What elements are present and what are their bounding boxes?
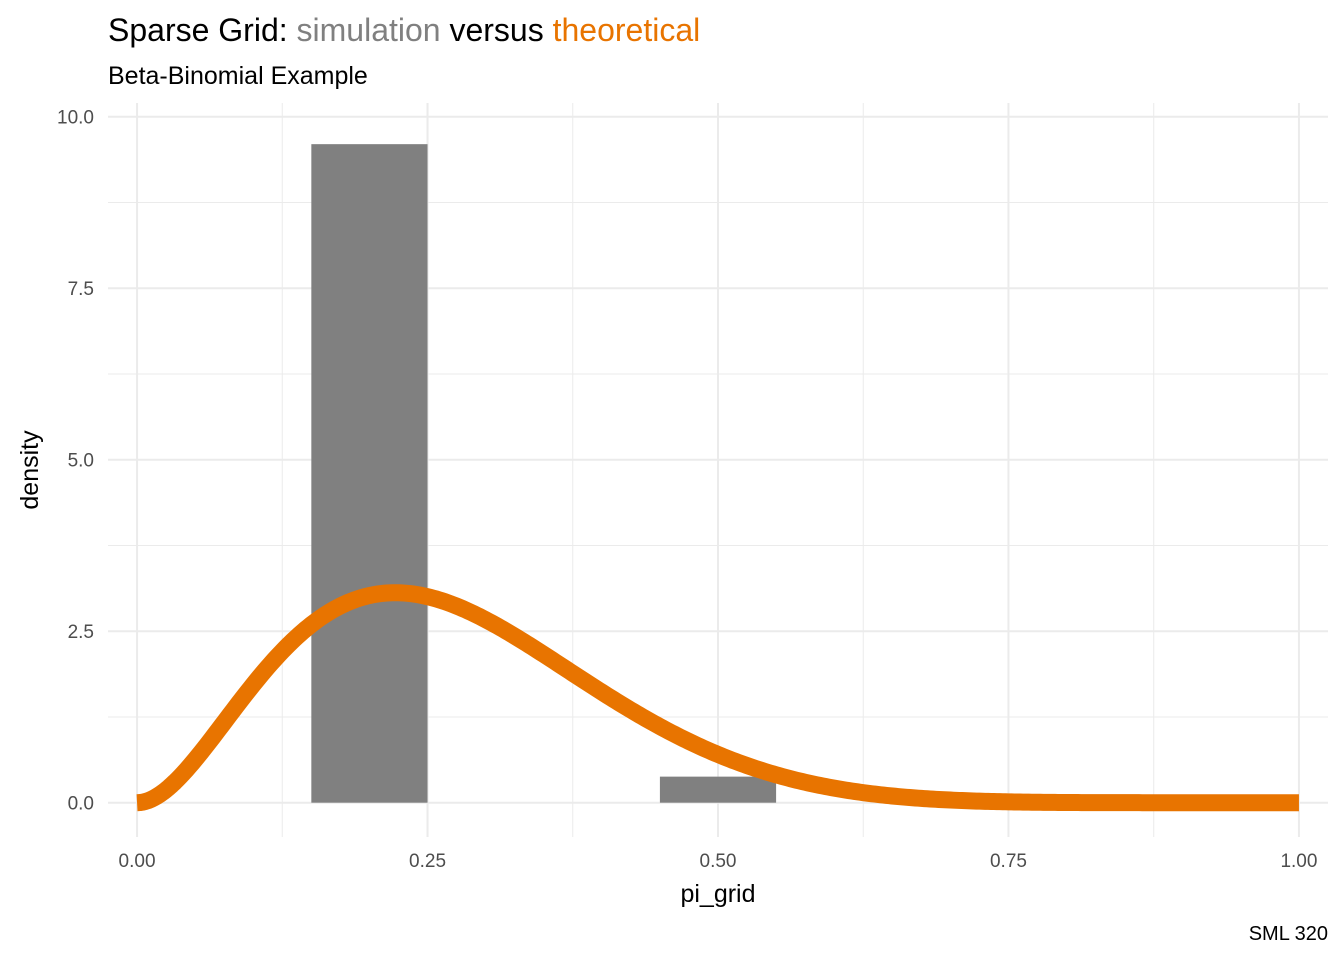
- density-curve-layer: [131, 584, 1305, 812]
- x-tick-labels: 0.00 0.25 0.50 0.75 1.00: [119, 851, 1318, 872]
- title-part-1: simulation: [297, 12, 441, 48]
- x-tick-label: 1.00: [1280, 851, 1317, 872]
- y-tick-labels: 0.0 2.5 5.0 7.5 10.0: [57, 108, 94, 815]
- x-tick-label: 0.50: [700, 851, 737, 872]
- title-part-3: theoretical: [553, 12, 701, 48]
- y-tick-label: 0.0: [68, 794, 94, 815]
- theoretical-density-line: [131, 584, 1305, 812]
- chart-caption: SML 320: [1249, 923, 1328, 945]
- y-tick-label: 7.5: [68, 279, 94, 300]
- gridlines: [108, 103, 1328, 837]
- y-tick-label: 10.0: [57, 108, 94, 129]
- title-part-2: versus: [441, 12, 553, 48]
- chart-subtitle: Beta-Binomial Example: [108, 62, 368, 90]
- y-tick-label: 5.0: [68, 451, 94, 472]
- histogram-bars: [311, 144, 777, 803]
- chart-title: Sparse Grid: simulation versus theoretic…: [108, 12, 700, 48]
- y-tick-label: 2.5: [68, 622, 94, 643]
- x-tick-label: 0.25: [409, 851, 446, 872]
- y-axis-title: density: [16, 430, 44, 510]
- histogram-bar: [311, 144, 428, 803]
- x-axis-title: pi_grid: [680, 880, 755, 908]
- x-tick-label: 0.00: [119, 851, 156, 872]
- histogram-bar: [659, 776, 777, 803]
- x-tick-label: 0.75: [990, 851, 1027, 872]
- title-part-0: Sparse Grid:: [108, 12, 297, 48]
